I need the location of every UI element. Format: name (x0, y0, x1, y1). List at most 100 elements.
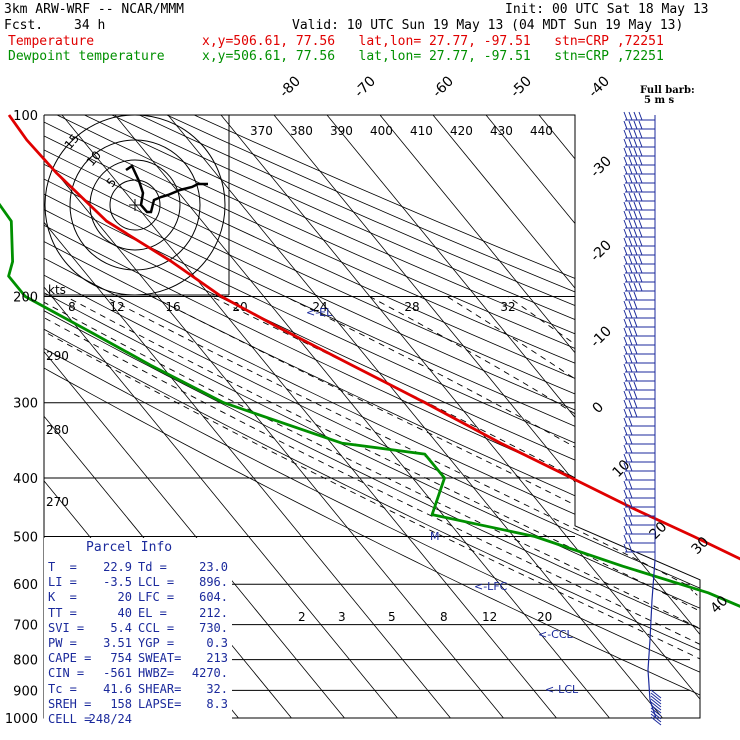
parcel-info-panel: Parcel Info T = 22.9 Td = 23.0 LI = -3.5 LCL =… (44, 538, 232, 726)
wind-barb-feather (628, 489, 633, 499)
wind-barb-feather (623, 192, 628, 202)
sounding-lines (0, 114, 740, 608)
wind-barb-feather (650, 695, 662, 705)
parcel-info-label: K = (48, 590, 77, 605)
wind-barb-feather (628, 129, 633, 139)
parcel-info-value: 8.3 (206, 696, 228, 711)
wind-barb-feather (623, 507, 628, 517)
wind-barb-feather (628, 480, 633, 490)
wind-barb-feather (638, 129, 643, 139)
wind-barb-feather (628, 318, 633, 328)
wind-barb-feather (623, 129, 628, 139)
isotherm-label: 40 (708, 593, 732, 617)
wind-barb-feather (628, 435, 633, 445)
wind-barb-feather (623, 336, 628, 346)
isotherm-label: 20 (647, 519, 671, 543)
parcel-info-value: 158 (110, 696, 132, 711)
wind-barb-feather (628, 453, 633, 463)
isotherm-line (44, 115, 515, 718)
parcel-info-row: T = 22.9 Td = 23.0 (48, 560, 228, 574)
legend-temperature-name: Temperature (8, 34, 95, 49)
theta-label: 390 (330, 124, 353, 138)
parcel-info-value: 40 (117, 605, 132, 620)
wind-barb-feather (650, 704, 662, 714)
parcel-info-label: SHEAR= (138, 681, 182, 696)
level-label: <-LFC (474, 580, 508, 593)
wind-barb-feather (628, 498, 633, 508)
wind-barb-feather (633, 138, 638, 148)
hodograph-ring (69, 139, 201, 271)
wind-barb-feather (623, 408, 628, 418)
barb-header-line1: Full barb: (640, 85, 695, 96)
parcel-info-label: PW = (48, 636, 77, 650)
wind-barb-feather (628, 300, 633, 310)
wind-barb-feather (633, 219, 638, 229)
pressure-tick-label: 500 (13, 530, 38, 545)
parcel-info-value: 896. (199, 575, 228, 590)
wind-barb-feather (628, 516, 633, 526)
wind-barb-feather (633, 192, 638, 202)
wind-barb-feather (623, 120, 628, 130)
wind-barb-feather (628, 309, 633, 319)
parcel-info-value: 22.9 (103, 560, 132, 574)
wind-barb-feather (623, 372, 628, 382)
mixing-ratio-label: 8 (440, 610, 448, 624)
wind-barb-feather (623, 435, 628, 445)
wind-barb-feather (623, 111, 628, 121)
wind-barb-feather (623, 345, 628, 355)
mixing-ratio-label: 12 (482, 610, 497, 624)
wind-barb-feather (628, 336, 633, 346)
wind-barb-feather (650, 707, 662, 717)
parcel-info-value: 41.6 (103, 681, 132, 696)
wind-barb-feather (623, 156, 628, 166)
wind-barb-feather (633, 363, 638, 373)
pressure-tick-label: 700 (13, 619, 38, 634)
wind-barb-feather (628, 426, 633, 436)
parcel-info-label: LFC = (138, 590, 175, 605)
dry-adiabat-line (44, 115, 700, 718)
wind-barb-feather (650, 689, 662, 699)
parcel-info-label: LI = (48, 575, 77, 590)
theta-label: 370 (250, 124, 273, 138)
wind-barb-feather (633, 129, 638, 139)
wind-barb-feather (623, 498, 628, 508)
dry-adiabat-line (44, 115, 700, 718)
wind-barb-feather (633, 354, 638, 364)
parcel-info-value: 212. (199, 605, 228, 620)
parcel-info-label: CIN = (48, 666, 85, 681)
wind-barb-feather (628, 183, 633, 193)
dry-adiabat-line (44, 115, 700, 718)
moist-adiabat-line (211, 296, 700, 718)
wind-barb-feather (623, 201, 628, 211)
wind-barb-feather (633, 228, 638, 238)
wind-barb-feather (628, 282, 633, 292)
parcel-info-label: CCL = (138, 620, 175, 635)
wind-barb-feather (633, 120, 638, 130)
wind-barb-feather (638, 174, 643, 184)
level-label: <-LCL (545, 683, 579, 696)
parcel-info-row: LI = -3.5 LCL = 896. (48, 575, 228, 589)
wind-barb-feather (623, 471, 628, 481)
wind-barb-feather (623, 219, 628, 229)
parcel-info-value: 754 (110, 651, 132, 666)
mixing-ratio-label: 3 (338, 610, 346, 624)
parcel-info-value: 5.4 (110, 620, 132, 635)
wind-barb-feather (623, 309, 628, 319)
wind-barb-feather (633, 381, 638, 391)
wind-barb-feather (638, 255, 643, 265)
parcel-info-value: 32. (206, 681, 228, 696)
wind-barb-feather (628, 264, 633, 274)
wind-barb-feather (638, 210, 643, 220)
wind-barb-feather (633, 246, 638, 256)
wind-barb-feather (650, 716, 662, 726)
wind-barb-feather (638, 264, 643, 274)
parcel-info-row: CAPE = 754 SWEAT= 213 (48, 651, 228, 665)
parcel-info-row: CIN = -561 HWBZ= 4270. (48, 666, 228, 680)
dry-adiabat-line (44, 115, 700, 718)
wind-barb-feather (638, 237, 643, 247)
dry-adiabat-label: 290 (46, 349, 69, 363)
dry-adiabat-line (44, 115, 700, 718)
mixing-ratio-label: 20 (537, 610, 552, 624)
wind-barb-feather (633, 264, 638, 274)
wind-barb-feather (628, 273, 633, 283)
